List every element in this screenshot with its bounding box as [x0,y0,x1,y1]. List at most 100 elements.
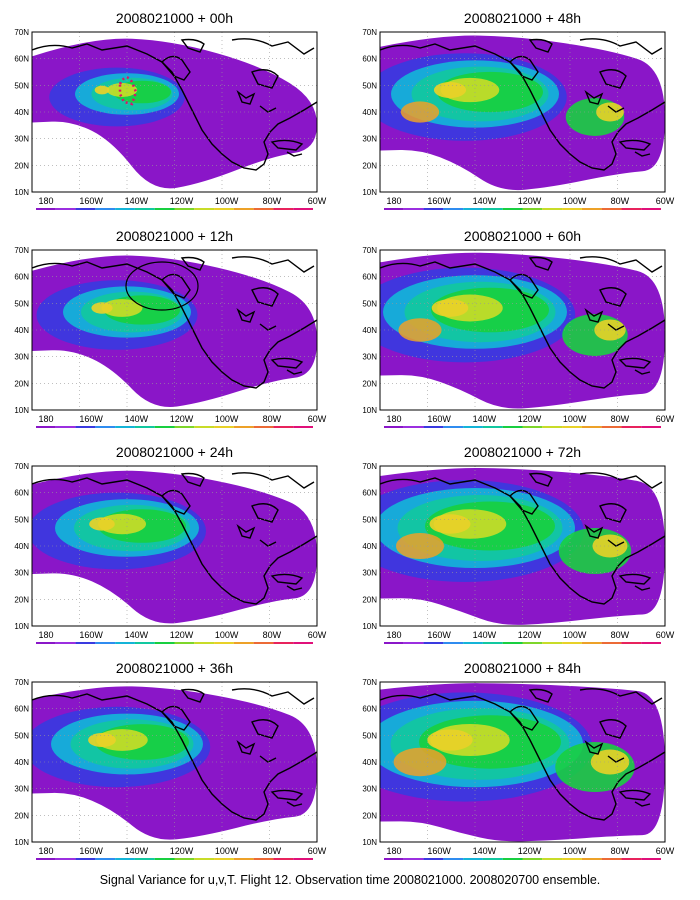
legend-swatch [542,426,563,428]
legend-swatch [542,208,563,210]
legend-swatch [482,858,503,860]
map-frame [379,681,666,843]
lat-tick-label: 10N [14,188,29,197]
color-legend: 1.62.23.145.16.37.591114212940 [36,642,313,644]
coastline [618,789,652,801]
variance-map: 70N 60N 50N 40N 30N 20N 10N 180 160W 140W 120W 100W… [14,678,327,860]
legend-swatch [293,208,313,210]
lon-tick-label: 80W [611,414,630,424]
lat-tick-label: 60N [362,273,377,282]
lon-tick-label: 160W [79,414,103,424]
legend-swatch [601,426,622,428]
legend-swatch [423,426,444,428]
panel-title: 2008021000 + 12h [115,228,234,244]
lon-tick-label: 120W [170,414,194,424]
lon-tick-label: 180 [38,196,53,206]
lat-tick-label: 70N [14,678,29,687]
variance-contour [590,749,630,775]
lat-tick-label: 70N [14,246,29,255]
legend-swatch [115,642,135,644]
legend-swatch [641,858,661,860]
coastline [270,139,304,151]
coastline [579,256,663,273]
lat-tick-label: 20N [362,811,377,820]
coastline [231,472,315,489]
lon-tick-label: 120W [518,846,542,856]
lon-tick-label: 60W [308,196,327,206]
legend-swatch [423,642,444,644]
lon-tick-label: 120W [518,196,542,206]
legend-swatch [115,858,135,860]
color-legend: 1.62.23.145.16.37.591114212940 [36,426,313,428]
legend-swatch [542,642,563,644]
coastline [286,801,303,807]
coastline [584,307,604,323]
lat-tick-label: 30N [362,353,377,362]
coastline [251,503,279,523]
lon-tick-label: 120W [170,196,194,206]
legend-swatch [384,426,404,428]
legend-swatch [384,208,404,210]
variance-field [32,38,317,189]
legend-swatch [403,426,424,428]
lon-tick-label: 180 [386,196,401,206]
color-legend: 1.62.23.145.16.37.591114212940 [384,642,661,644]
lat-tick-label: 40N [14,326,29,335]
legend-swatch [463,208,483,210]
coastline [286,369,303,375]
coastline [509,705,539,731]
lat-tick-label: 60N [362,489,377,498]
coastline [618,357,652,369]
lat-tick-label: 70N [362,462,377,471]
lon-tick-label: 60W [308,630,327,640]
variance-map: 70N 60N 50N 40N 30N 20N 10N 180 160W 140W 120W 100W… [362,462,675,644]
coastline [180,472,205,487]
legend-swatch [423,208,444,210]
coastline [251,719,279,739]
lat-tick-label: 50N [362,731,377,740]
lat-tick-label: 60N [14,55,29,64]
lon-tick-label: 80W [611,630,630,640]
coastline [634,801,651,807]
lat-tick-label: 70N [362,246,377,255]
lat-tick-label: 40N [14,108,29,117]
coastline [236,89,256,105]
lat-tick-label: 30N [14,353,29,362]
lat-tick-label: 30N [14,785,29,794]
lat-tick-label: 70N [14,28,29,37]
coastline [599,287,627,307]
lat-tick-label: 20N [14,161,29,170]
variance-contour [91,302,113,314]
legend-swatch [253,642,274,644]
coastline [618,139,652,151]
coastline [528,688,553,703]
legend-swatch [443,208,464,210]
legend-swatch [95,858,116,860]
legend-swatch [522,208,543,210]
lon-tick-label: 100W [215,414,239,424]
legend-swatch [36,642,56,644]
lon-tick-label: 140W [473,630,497,640]
color-legend: 1.62.23.145.16.37.591114212940 [384,426,661,428]
lon-tick-label: 160W [427,414,451,424]
variance-contour [94,85,110,95]
coastline [584,89,604,105]
lat-tick-label: 20N [362,379,377,388]
lat-tick-label: 20N [362,595,377,604]
lat-tick-label: 30N [362,569,377,578]
variance-contour [594,319,626,341]
lat-tick-label: 10N [14,406,29,415]
variance-map: 70N 60N 50N 40N 30N 20N 10N 180 160W 140W 120W 100W… [14,462,327,644]
coastline [32,693,317,821]
coastline [599,719,627,739]
legend-swatch [522,642,543,644]
map-frame [379,249,666,411]
variance-field [32,470,317,624]
legend-swatch [36,858,56,860]
lat-tick-label: 10N [362,406,377,415]
lon-tick-label: 80W [263,846,282,856]
lon-tick-label: 60W [308,846,327,856]
legend-swatch [95,426,116,428]
coastline [634,369,651,375]
lon-tick-label: 160W [427,846,451,856]
